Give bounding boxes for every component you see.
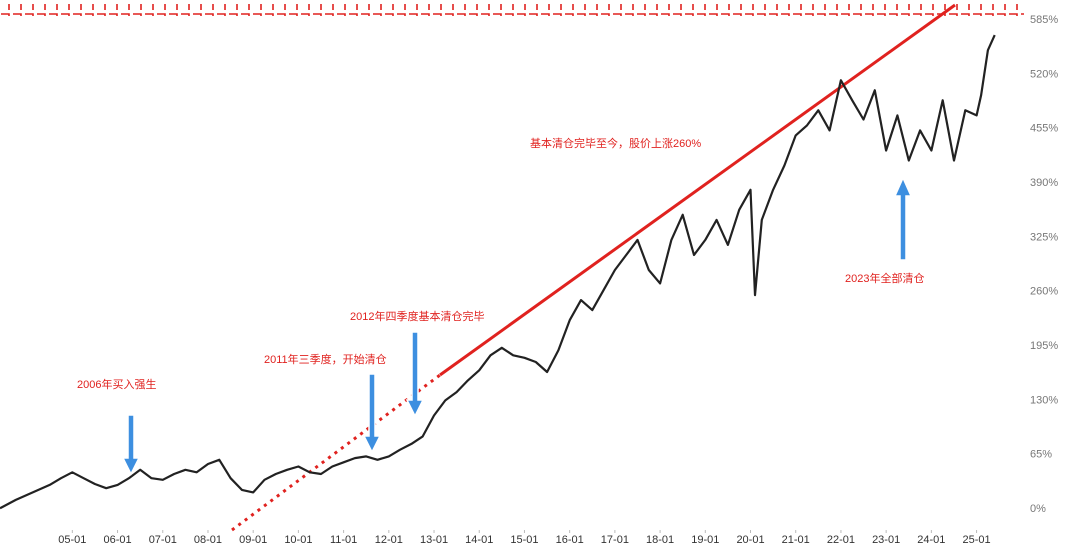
x-tick-label: 08-01 <box>194 534 222 546</box>
top-dash-band <box>0 4 1024 16</box>
arrows <box>121 176 913 476</box>
x-tick-label: 07-01 <box>149 534 177 546</box>
x-tick-label: 18-01 <box>646 534 674 546</box>
annotation: 基本清仓完毕至今，股价上涨260% <box>530 136 701 150</box>
y-tick-label: 455% <box>1030 123 1058 135</box>
x-tick-label: 19-01 <box>691 534 719 546</box>
arrow <box>893 176 913 261</box>
y-tick-label: 585% <box>1030 14 1058 26</box>
x-tick-label: 20-01 <box>736 534 764 546</box>
x-tick-label: 11-01 <box>330 534 357 546</box>
y-tick-label: 0% <box>1030 503 1046 515</box>
x-tick-label: 17-01 <box>601 534 629 546</box>
x-tick-label: 24-01 <box>917 534 945 546</box>
x-tick-label: 13-01 <box>420 534 448 546</box>
x-tick-label: 23-01 <box>872 534 900 546</box>
x-tick-label: 10-01 <box>284 534 312 546</box>
x-tick-label: 22-01 <box>827 534 855 546</box>
y-tick-label: 130% <box>1030 394 1058 406</box>
x-tick-label: 06-01 <box>103 534 131 546</box>
annotation: 2012年四季度基本清仓完毕 <box>350 309 484 323</box>
x-tick-label: 05-01 <box>58 534 86 546</box>
y-tick-label: 260% <box>1030 286 1058 298</box>
x-tick-label: 16-01 <box>556 534 584 546</box>
x-tick-label: 09-01 <box>239 534 267 546</box>
trend-line <box>439 3 956 377</box>
annotation: 2006年买入强生 <box>77 377 156 391</box>
y-tick-label: 520% <box>1030 68 1058 80</box>
trend-dotted <box>231 373 441 532</box>
x-tick-label: 14-01 <box>465 534 493 546</box>
x-tick-label: 25-01 <box>962 534 990 546</box>
arrow <box>121 414 141 476</box>
x-tick-label: 12-01 <box>375 534 403 546</box>
y-tick-label: 390% <box>1030 177 1058 189</box>
arrow <box>405 331 425 418</box>
y-tick-label: 65% <box>1030 449 1052 461</box>
annotation: 2023年全部清仓 <box>845 271 924 285</box>
x-tick-label: 21-01 <box>782 534 810 546</box>
price-line <box>0 34 996 510</box>
x-tick-label: 15-01 <box>510 534 538 546</box>
y-tick-label: 325% <box>1030 231 1058 243</box>
annotation: 2011年三季度，开始清仓 <box>264 352 387 366</box>
y-tick-label: 195% <box>1030 340 1058 352</box>
arrow <box>362 373 382 454</box>
